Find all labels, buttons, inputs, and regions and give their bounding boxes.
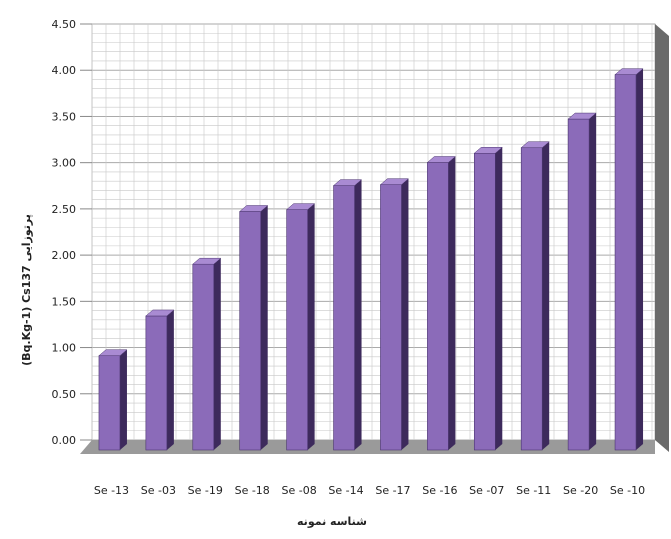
bar-side [354, 179, 362, 450]
bar-side [119, 349, 127, 450]
bar-side [589, 113, 597, 450]
bar-side [542, 141, 550, 450]
plot-wall [91, 23, 669, 452]
bar-side [448, 156, 456, 450]
y-tick-label: 0.00 [52, 434, 77, 447]
bar-side [260, 205, 268, 450]
plot-background [91, 23, 656, 441]
y-tick-labels: 0.00 0.50 1.00 1.50 2.00 2.50 3.00 3.50 4.00 4.50 [52, 18, 92, 447]
bar-front [98, 355, 121, 451]
y-tick-label: 2.00 [52, 249, 77, 262]
bar-side [213, 258, 221, 450]
y-tick-label: 4.00 [52, 64, 77, 77]
x-tick-label: Se -18 [235, 484, 270, 497]
bar-top [520, 141, 550, 148]
x-tick-label: Se -11 [516, 484, 551, 497]
bar [473, 147, 503, 451]
x-tick-label: Se -10 [610, 484, 645, 497]
bar [98, 349, 128, 451]
y-tick-label: 1.50 [52, 295, 77, 308]
bar-front [614, 74, 637, 451]
x-tick-label: Se -14 [328, 484, 363, 497]
bar-front [427, 162, 449, 451]
bar [239, 205, 269, 451]
bar-front [567, 118, 590, 451]
bar-top [426, 156, 457, 163]
bars [98, 68, 644, 451]
bar-front [145, 315, 168, 451]
bar-top [145, 309, 175, 317]
bar [379, 178, 410, 451]
bar-top [567, 112, 597, 120]
bar-top [285, 203, 316, 210]
bar-front [192, 263, 215, 451]
y-tick-label: 1.00 [52, 342, 77, 355]
y-tick-label: 4.50 [52, 18, 77, 31]
bar-top [614, 68, 644, 75]
bar-front [380, 184, 402, 451]
bar [145, 309, 175, 451]
bar-front [473, 152, 496, 451]
y-tick-label: 3.50 [52, 110, 77, 123]
x-tick-label: Se -08 [282, 484, 317, 497]
x-tick-label: Se -16 [422, 484, 457, 497]
bar-top [98, 349, 128, 356]
y-tick-label: 2.50 [52, 203, 77, 216]
x-tick-label: Se -03 [141, 484, 176, 497]
bar-top [379, 178, 410, 185]
bar-front [520, 147, 543, 451]
bar-front [239, 211, 262, 451]
plot-floor [80, 440, 655, 454]
bar [614, 68, 644, 451]
bar [192, 257, 222, 451]
bar-side [401, 178, 409, 450]
bar-side [636, 68, 644, 451]
x-tick-label: Se -17 [375, 484, 410, 497]
bar [520, 141, 550, 451]
bar-front [286, 209, 308, 451]
bar-front [333, 185, 355, 451]
x-tick-labels: Se -13 Se -03 Se -19 Se -18 Se -08 Se -14 Se -… [94, 484, 645, 497]
y-tick-label: 3.00 [52, 157, 77, 170]
bar-top [192, 257, 222, 265]
bar [285, 203, 316, 451]
x-tick-label: Se -07 [469, 484, 504, 497]
x-tick-label: Se -13 [94, 484, 129, 497]
right-side-wall [655, 24, 669, 452]
y-axis-title: (Bq.Kg-1) Cs137 پرتوزایی [20, 214, 33, 366]
x-tick-label: Se -20 [563, 484, 598, 497]
floor-plane [80, 440, 655, 454]
bar-side [307, 203, 315, 450]
bar-side [495, 147, 503, 450]
y-tick-label: 0.50 [52, 388, 77, 401]
bar-top [473, 147, 503, 154]
x-tick-label: Se -19 [188, 484, 223, 497]
bar [332, 179, 363, 451]
bar-side [166, 309, 174, 450]
bar [426, 156, 457, 451]
x-axis-title: شناسه نمونه [297, 515, 367, 528]
bar-top [239, 205, 269, 212]
bar [567, 112, 597, 451]
bar-top [332, 179, 363, 186]
